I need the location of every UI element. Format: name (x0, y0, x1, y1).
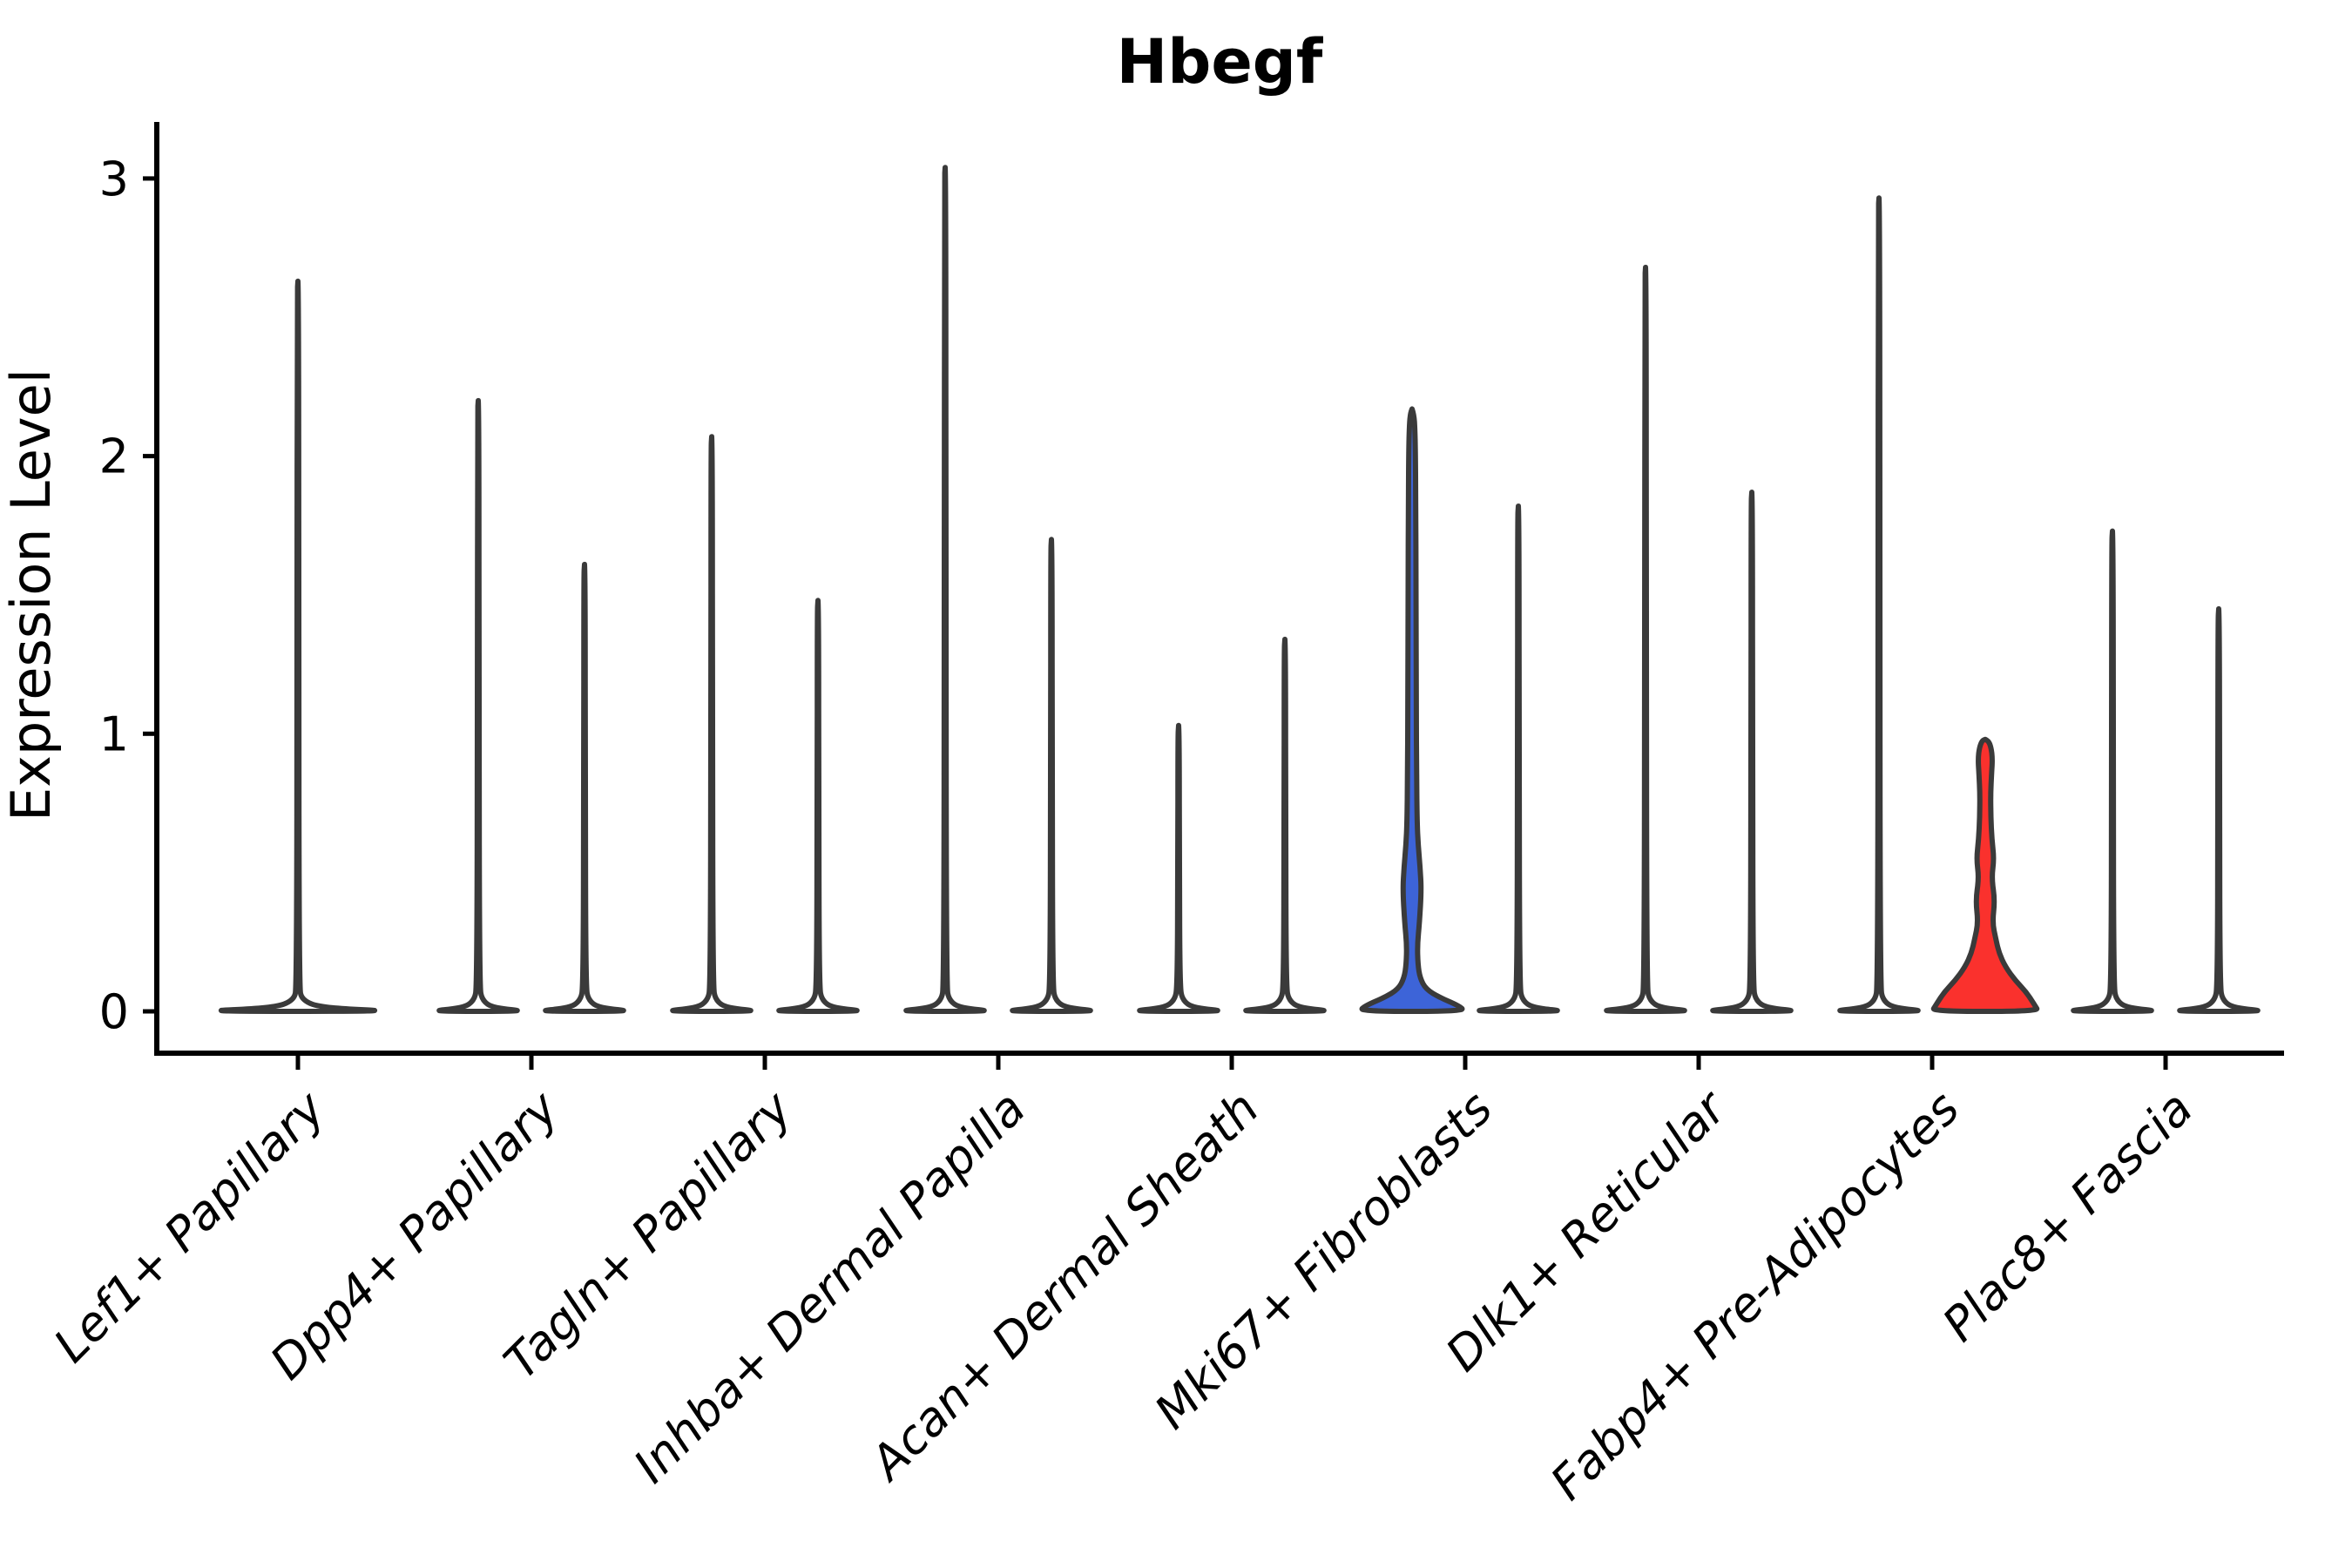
x-tick-label: Inhba+ Dermal Papilla (623, 1081, 1036, 1494)
violin-plac8-fascia-left (2071, 528, 2154, 1014)
violin-mki67-fibroblasts-left (1359, 406, 1465, 1014)
violin-inhba-dermal-papilla-left (903, 165, 987, 1014)
y-tick-label: 2 (99, 429, 129, 484)
y-tick-label: 0 (99, 984, 129, 1039)
violin-fabp4-pre-adipocytes-left (1837, 195, 1921, 1014)
y-tick-label: 3 (99, 152, 129, 206)
y-tick-label: 1 (99, 706, 129, 761)
violin-dlk1-reticular-right (1710, 490, 1794, 1014)
y-axis-label: Expression Level (0, 368, 63, 821)
violin-dpp4-papillary-right (543, 561, 626, 1014)
violin-mki67-fibroblasts-right (1477, 504, 1560, 1014)
violin-dlk1-reticular-left (1604, 264, 1687, 1014)
violin-tagln-papillary-right (776, 598, 860, 1014)
violin-lef1-papillary-center (219, 278, 377, 1014)
x-tick-label: Acan+ Dermal Sheath (858, 1081, 1269, 1492)
violin-inhba-dermal-papilla-right (1010, 537, 1093, 1014)
violin-tagln-papillary-left (670, 434, 754, 1014)
axes (143, 122, 2284, 1070)
x-tick-label: Fabp4+ Pre-Adipocytes (1540, 1081, 1970, 1511)
violin-dpp4-papillary-left (436, 397, 520, 1014)
x-tick-label: Plac8+ Fascia (1932, 1081, 2203, 1352)
violin-plac8-fascia-right (2177, 605, 2261, 1014)
violin-acan-dermal-sheath-right (1243, 636, 1327, 1014)
plot-title: Hbegf (1117, 26, 1324, 98)
violin-fabp4-pre-adipocytes-right (1930, 736, 2040, 1014)
violin-acan-dermal-sheath-left (1137, 722, 1220, 1014)
violins-group (219, 165, 2261, 1014)
